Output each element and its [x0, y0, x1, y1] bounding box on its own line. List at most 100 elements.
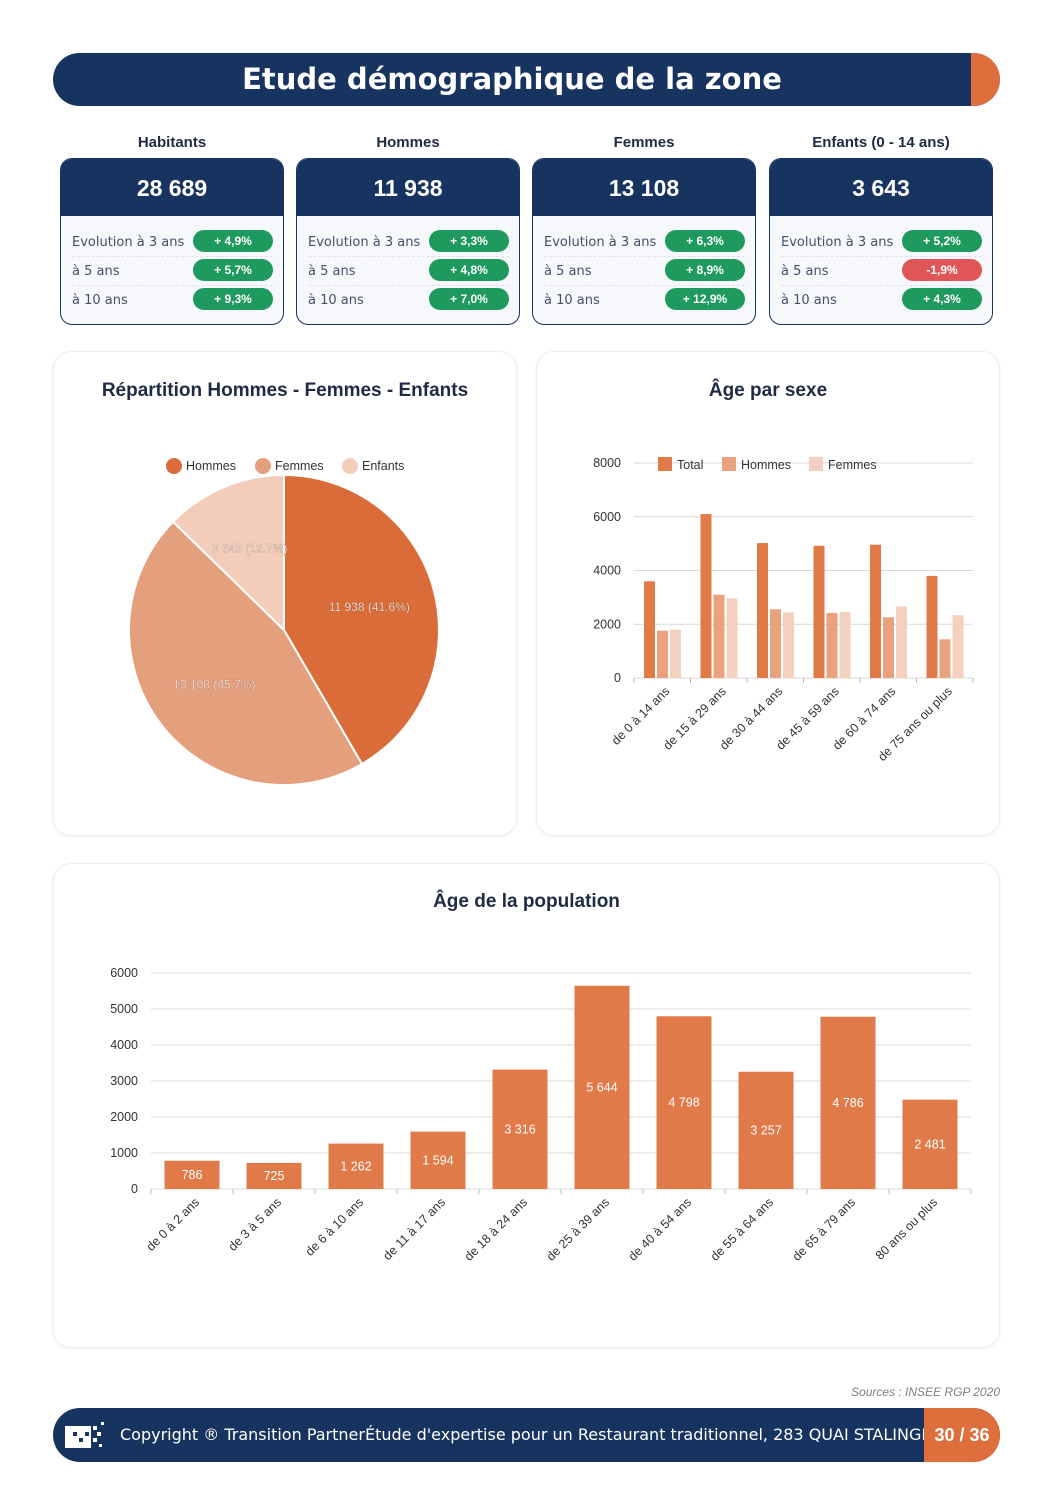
legend-label: Hommes [186, 459, 236, 473]
evolution-badge: + 5,7% [193, 259, 273, 281]
stat-value: 11 938 [297, 159, 519, 216]
evolution-row: Evolution à 3 ans + 6,3% [544, 228, 745, 257]
pie-slice-label: 11 938 (41.6%) [329, 600, 410, 614]
bar-hommes [939, 639, 951, 678]
bar-total [813, 545, 825, 678]
population-bar [164, 1160, 220, 1189]
bar-value-label: 4 798 [668, 1096, 699, 1110]
evolution-label: à 5 ans [781, 264, 829, 279]
evolution-row: à 10 ans + 12,9% [544, 286, 745, 315]
bar-femmes [896, 606, 907, 678]
stat-card-enfants: 3 643 Evolution à 3 ans + 5,2% à 5 ans -1,… [769, 158, 993, 325]
population-bar [574, 985, 630, 1189]
population-bar [328, 1143, 384, 1189]
evolution-label: à 10 ans [308, 293, 364, 308]
x-tick-label: de 25 à 39 ans [544, 1195, 612, 1263]
bar-value-label: 5 644 [586, 1080, 617, 1094]
evolution-badge: + 5,2% [902, 230, 982, 252]
legend-label: Hommes [741, 458, 791, 472]
evolution-label: Evolution à 3 ans [781, 235, 894, 250]
evolution-row: à 5 ans + 4,8% [308, 257, 509, 286]
bar-hommes [657, 630, 668, 678]
bar-femmes [783, 612, 794, 678]
page-number: 30 / 36 [924, 1408, 1000, 1462]
sources-note: Sources : INSEE RGP 2020 [851, 1385, 1000, 1399]
legend-marker [342, 458, 358, 474]
bar-hommes [826, 612, 838, 678]
evolution-row: à 5 ans + 8,9% [544, 257, 745, 286]
y-tick-label: 2000 [110, 1110, 138, 1124]
x-tick-label: de 0 à 14 ans [609, 684, 672, 747]
evolution-badge: + 3,3% [429, 230, 509, 252]
x-tick-label: de 18 à 24 ans [462, 1195, 530, 1263]
pie-chart-title: Répartition Hommes - Femmes - Enfants [101, 380, 469, 401]
population-bar [492, 1069, 548, 1189]
x-tick-label: 80 ans ou plus [873, 1195, 940, 1262]
bar-value-label: 3 257 [750, 1123, 781, 1137]
population-bar [820, 1016, 876, 1189]
bar-total [926, 575, 938, 678]
bar-total [870, 544, 881, 678]
bar-femmes [952, 615, 964, 678]
evolution-badge: + 12,9% [665, 288, 745, 310]
legend-marker [809, 457, 823, 471]
evolution-row: Evolution à 3 ans + 4,9% [72, 228, 273, 257]
evolution-label: à 10 ans [544, 293, 600, 308]
bar-value-label: 2 481 [914, 1137, 945, 1151]
evolution-row: à 5 ans -1,9% [781, 257, 982, 286]
pie-slice-label: 13 108 (45.7%) [173, 677, 255, 691]
y-tick-label: 3000 [110, 1074, 138, 1088]
evolution-label: à 10 ans [781, 293, 837, 308]
footer-description: Étude d'expertise pour un Restaurant tra… [365, 1425, 956, 1444]
stat-value: 28 689 [61, 159, 283, 216]
y-tick-label: 8000 [593, 456, 621, 470]
y-tick-label: 5000 [110, 1002, 138, 1016]
y-tick-label: 4000 [593, 564, 621, 578]
x-tick-label: de 65 à 79 ans [790, 1195, 858, 1263]
bar-hommes [883, 617, 894, 678]
legend-marker [722, 457, 736, 471]
stat-label-habitants: Habitants [137, 134, 207, 151]
evolution-row: Evolution à 3 ans + 5,2% [781, 228, 982, 257]
evolution-label: à 5 ans [308, 264, 356, 279]
bar-femmes [839, 611, 851, 678]
y-tick-label: 2000 [593, 617, 621, 631]
bar-value-label: 4 786 [832, 1096, 863, 1110]
population-chart-title: Âge de la population [433, 891, 620, 912]
stat-label-femmes: Femmes [613, 134, 675, 151]
legend-marker [255, 458, 271, 474]
bar-femmes [726, 598, 738, 678]
bar-value-label: 3 316 [504, 1122, 535, 1136]
legend-label: Enfants [362, 459, 404, 473]
population-bar [738, 1071, 794, 1189]
y-tick-label: 1000 [110, 1146, 138, 1160]
evolution-badge: + 7,0% [429, 288, 509, 310]
stat-card-habitants: 28 689 Evolution à 3 ans + 4,9% à 5 ans + … [60, 158, 284, 325]
age-sex-chart-panel: Âge par sexe 0 2000 4000 6000 8000 de 0 à 14… [536, 351, 1000, 836]
bar-hommes [770, 609, 781, 678]
page-footer: Copyright ® Transition Partner Étude d'e… [53, 1408, 1000, 1462]
pie-chart: Hommes Femmes Enfants 11 938 (41.6%) 13 108… [128, 458, 440, 786]
bar-femmes [670, 629, 681, 678]
page-title: Etude démographique de la zone [242, 62, 782, 96]
evolution-label: Evolution à 3 ans [544, 235, 657, 250]
bar-hommes [713, 594, 725, 678]
footer-copyright: Copyright ® Transition Partner [120, 1425, 365, 1444]
y-tick-label: 6000 [110, 966, 138, 980]
population-chart: 0 1000 2000 3000 4000 5000 6000 786 725 1 262 1 5… [110, 966, 972, 1264]
y-tick-label: 6000 [593, 510, 621, 524]
population-bar [410, 1131, 466, 1189]
pie-slice-label: 3 643 (12.7%) [212, 542, 287, 556]
x-tick-label: de 3 à 5 ans [226, 1195, 285, 1254]
bar-value-label: 1 594 [422, 1153, 453, 1167]
legend-marker [166, 458, 182, 474]
evolution-badge: + 4,3% [902, 288, 982, 310]
evolution-row: à 5 ans + 5,7% [72, 257, 273, 286]
legend-label: Femmes [275, 459, 324, 473]
pie-chart-panel: Répartition Hommes - Femmes - Enfants Ho… [53, 351, 517, 836]
legend-label: Total [677, 458, 703, 472]
stat-card-femmes: 13 108 Evolution à 3 ans + 6,3% à 5 ans + … [532, 158, 756, 325]
stat-label-enfants: Enfants (0 - 14 ans) [812, 134, 950, 151]
bar-total [644, 581, 655, 678]
